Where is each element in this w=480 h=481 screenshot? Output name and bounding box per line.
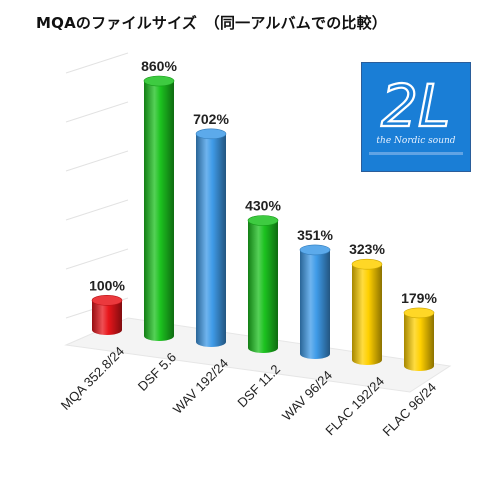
logo-fineprint-strip bbox=[369, 152, 463, 155]
bar bbox=[144, 81, 174, 341]
data-label: 323% bbox=[349, 241, 385, 257]
bar-top bbox=[195, 128, 227, 140]
gridline bbox=[65, 150, 129, 172]
gridline bbox=[65, 248, 129, 270]
data-label: 860% bbox=[141, 58, 177, 74]
gridline bbox=[65, 199, 129, 221]
data-label: 351% bbox=[297, 227, 333, 243]
bar-top bbox=[91, 295, 123, 306]
bar-top bbox=[403, 307, 435, 319]
logo-tagline: the Nordic sound bbox=[376, 136, 456, 146]
data-label: 100% bbox=[89, 277, 125, 293]
x-tick-label: MQA 352.8/24 bbox=[58, 344, 127, 413]
bar bbox=[248, 220, 278, 353]
bar bbox=[404, 312, 434, 371]
gridline bbox=[65, 52, 129, 74]
logo-text: 2L bbox=[381, 72, 450, 134]
bar bbox=[92, 300, 122, 335]
bar bbox=[196, 133, 226, 347]
bar-top bbox=[299, 244, 331, 256]
x-tick-label: WAV 192/24 bbox=[170, 356, 231, 417]
data-label: 179% bbox=[401, 290, 437, 306]
data-label: 430% bbox=[245, 198, 281, 214]
gridline bbox=[65, 101, 129, 123]
bar-top bbox=[143, 75, 175, 87]
data-label: 702% bbox=[193, 111, 229, 127]
album-logo: 2L the Nordic sound bbox=[361, 62, 471, 172]
chart-title: MQAのファイルサイズ （同一アルバムでの比較） bbox=[36, 14, 387, 32]
bar bbox=[300, 249, 330, 359]
2l-logo-mark: 2L bbox=[380, 72, 451, 134]
bar bbox=[352, 264, 382, 365]
bar-top bbox=[351, 258, 383, 270]
bar-top bbox=[247, 215, 279, 226]
